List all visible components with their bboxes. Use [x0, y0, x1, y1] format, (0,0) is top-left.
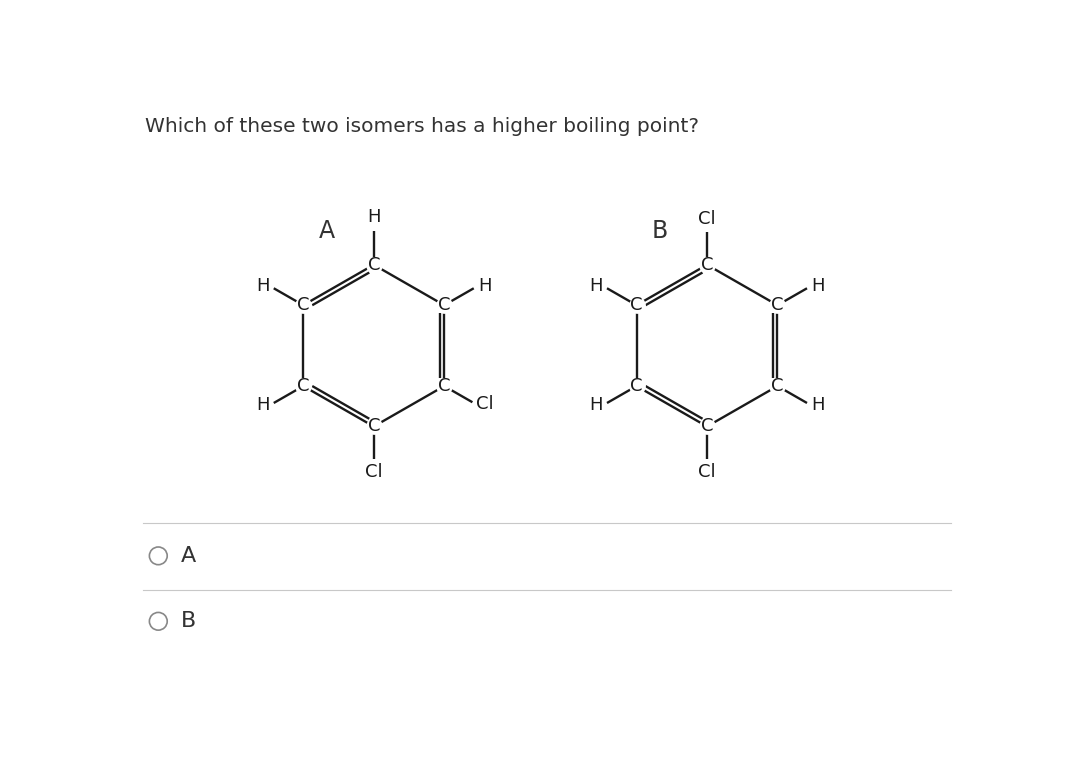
Text: C: C — [630, 377, 643, 395]
Text: C: C — [701, 418, 713, 436]
Text: C: C — [438, 377, 451, 395]
Text: Cl: Cl — [698, 463, 716, 481]
Text: C: C — [297, 377, 310, 395]
Text: C: C — [771, 296, 784, 314]
Text: H: H — [367, 208, 380, 226]
Text: H: H — [256, 396, 269, 414]
Text: Cl: Cl — [476, 396, 493, 414]
Text: C: C — [297, 296, 310, 314]
Text: H: H — [590, 396, 602, 414]
Text: C: C — [771, 377, 784, 395]
Text: Cl: Cl — [698, 210, 716, 228]
Text: C: C — [438, 296, 451, 314]
Text: H: H — [590, 277, 602, 295]
Text: H: H — [478, 277, 491, 295]
Text: A: A — [182, 546, 197, 566]
Text: C: C — [630, 296, 643, 314]
Text: C: C — [367, 256, 380, 274]
Text: C: C — [367, 418, 380, 436]
Text: B: B — [651, 219, 668, 243]
Text: Which of these two isomers has a higher boiling point?: Which of these two isomers has a higher … — [145, 117, 700, 136]
Text: Cl: Cl — [365, 463, 382, 481]
Text: H: H — [812, 396, 824, 414]
Text: H: H — [256, 277, 269, 295]
Text: H: H — [812, 277, 824, 295]
Text: A: A — [318, 219, 334, 243]
Text: C: C — [701, 256, 713, 274]
Text: B: B — [182, 612, 197, 631]
